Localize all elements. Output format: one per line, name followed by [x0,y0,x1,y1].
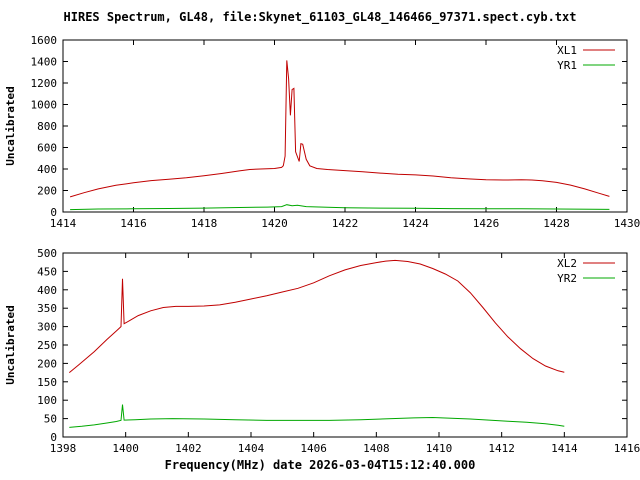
x-tick-label: 1430 [614,217,640,230]
y-tick-label: 150 [37,376,57,389]
y-tick-label: 50 [44,413,57,426]
y-tick-label: 0 [50,206,57,219]
y-tick-label: 450 [37,265,57,278]
y-axis-label: Uncalibrated [4,86,17,165]
x-tick-label: 1416 [614,442,640,455]
x-tick-label: 1404 [238,442,265,455]
series-line-XL1 [69,60,610,198]
legend-label-YR2: YR2 [557,272,577,285]
series-line-YR1 [70,204,610,211]
y-axis-label: Uncalibrated [4,305,17,384]
x-tick-label: 1402 [175,442,202,455]
x-tick-label: 1420 [261,217,288,230]
x-tick-label: 1414 [551,442,578,455]
x-tick-label: 1422 [332,217,359,230]
y-tick-label: 1400 [31,56,58,69]
legend-label-XL2: XL2 [557,257,577,270]
y-tick-label: 600 [37,142,57,155]
x-tick-label: 1406 [300,442,327,455]
x-tick-label: 1408 [363,442,390,455]
y-tick-label: 300 [37,321,57,334]
y-tick-label: 400 [37,284,57,297]
x-tick-label: 1414 [50,217,77,230]
y-tick-label: 100 [37,394,57,407]
x-tick-label: 1426 [473,217,500,230]
chart-title: HIRES Spectrum, GL48, file:Skynet_61103_… [63,10,577,24]
y-tick-label: 1600 [31,34,58,47]
y-tick-label: 1200 [31,77,58,90]
y-tick-label: 400 [37,163,57,176]
y-tick-label: 200 [37,357,57,370]
x-tick-label: 1424 [402,217,429,230]
y-tick-label: 500 [37,247,57,260]
y-tick-label: 250 [37,339,57,352]
x-tick-label: 1410 [426,442,453,455]
x-tick-label: 1412 [488,442,515,455]
x-tick-label: 1418 [191,217,218,230]
x-tick-label: 1400 [112,442,139,455]
x-tick-label: 1428 [543,217,570,230]
series-line-XL2 [68,259,565,373]
plot-border [62,39,628,213]
y-tick-label: 0 [50,431,57,444]
y-tick-label: 200 [37,185,57,198]
series-line-YR2 [69,404,565,428]
y-tick-label: 1000 [31,99,58,112]
legend-label-YR1: YR1 [557,59,577,72]
plot-border [62,252,628,438]
x-tick-label: 1398 [50,442,77,455]
chart-xlabel: Frequency(MHz) date 2026-03-04T15:12:40.… [164,458,476,472]
y-tick-label: 350 [37,302,57,315]
y-tick-label: 800 [37,120,57,133]
legend-label-XL1: XL1 [557,44,577,57]
x-tick-label: 1416 [120,217,147,230]
